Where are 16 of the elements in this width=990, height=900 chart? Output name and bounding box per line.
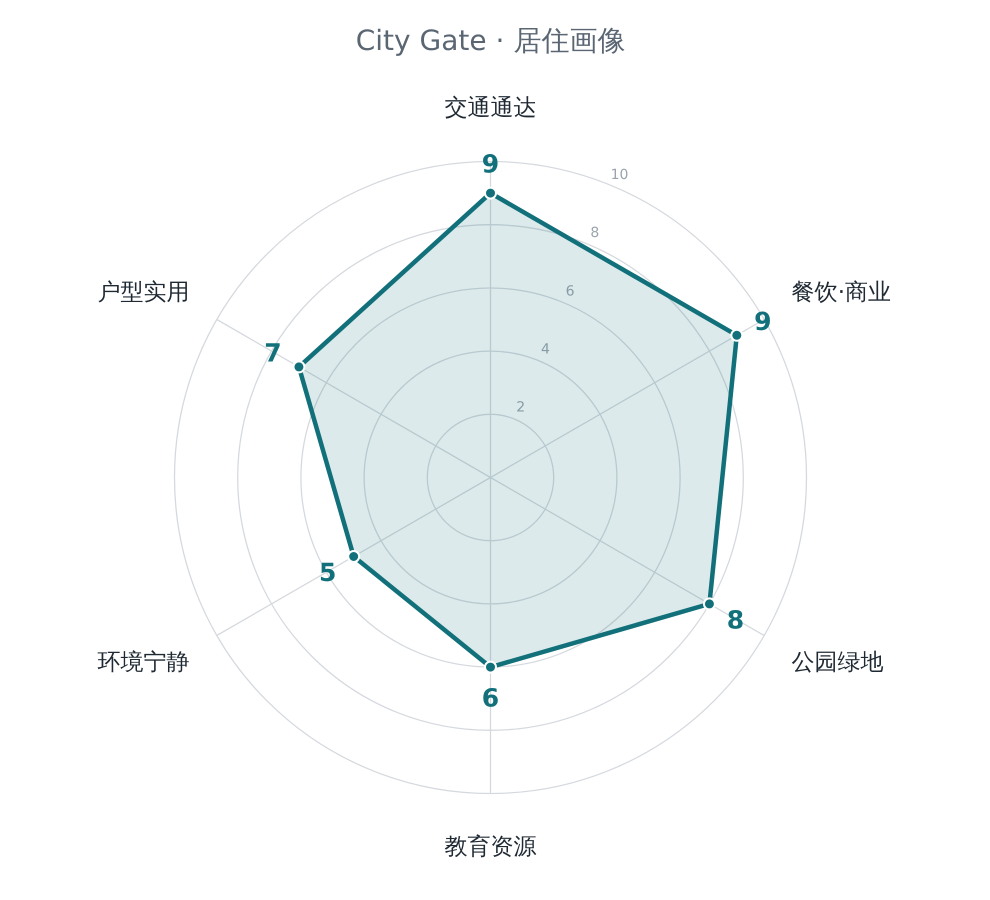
spoke-label: 公园绿地: [792, 649, 884, 676]
data-label: 7: [264, 338, 282, 368]
data-label: 5: [318, 558, 336, 588]
data-label: 8: [726, 605, 744, 634]
chart-title: City Gate · 居住画像: [356, 24, 626, 57]
y-tick-label: 2: [516, 400, 526, 416]
spoke-label: 户型实用: [97, 280, 190, 306]
spoke-label: 餐饮·商业: [792, 280, 892, 306]
y-tick-label: 10: [610, 167, 628, 184]
spoke-label: 教育资源: [444, 834, 536, 860]
data-label: 9: [482, 150, 500, 179]
data-label: 6: [482, 684, 500, 713]
y-tick-label: 4: [540, 342, 550, 358]
spoke-label: 环境宁静: [97, 649, 190, 676]
spoke-label: 交通通达: [444, 94, 536, 121]
data-label: 9: [754, 306, 772, 336]
